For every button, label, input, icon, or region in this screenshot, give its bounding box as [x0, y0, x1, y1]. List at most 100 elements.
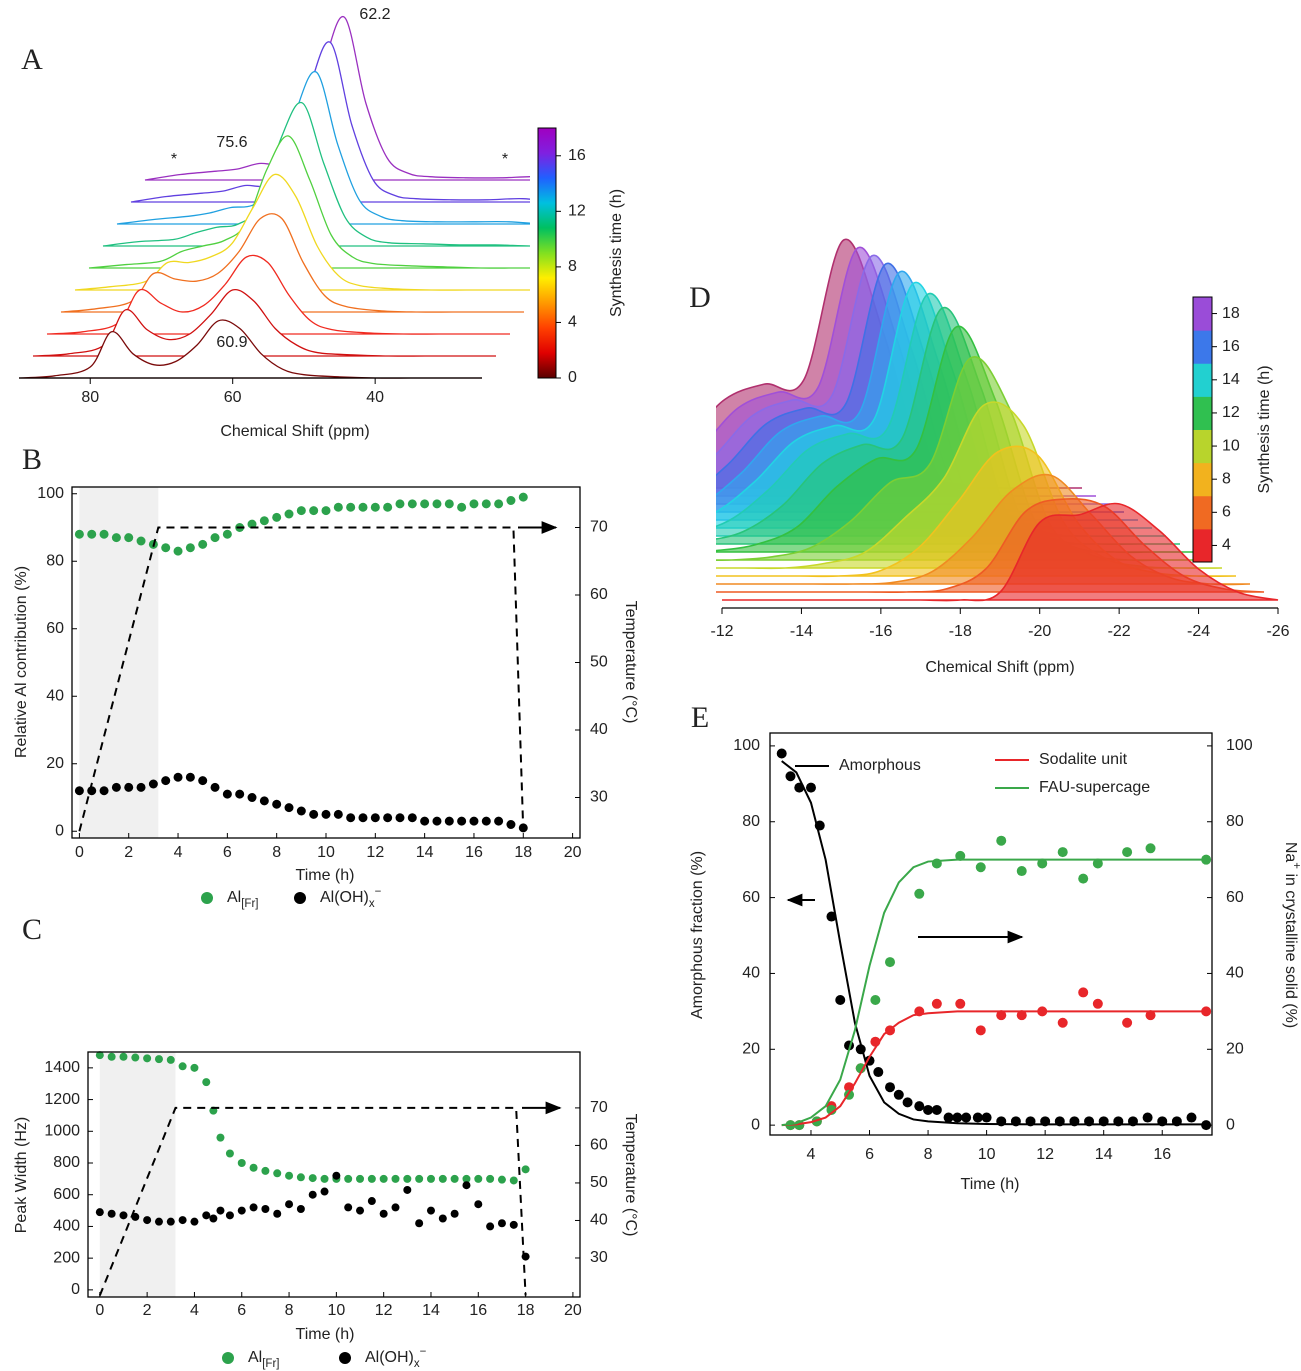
point — [415, 1219, 424, 1228]
point — [1057, 1017, 1068, 1028]
point — [216, 1133, 225, 1142]
point — [855, 1063, 866, 1074]
point — [259, 796, 269, 806]
point — [1092, 858, 1103, 869]
colorbar-band — [1193, 363, 1212, 397]
point — [185, 772, 195, 782]
y2-tick-label: 40 — [1226, 965, 1244, 982]
point — [367, 1174, 376, 1183]
x-tick-label: 12 — [366, 844, 384, 861]
point — [358, 502, 368, 512]
point — [497, 1219, 506, 1228]
colorbar-tick-label: 12 — [568, 203, 586, 220]
y2-tick-label: 70 — [590, 519, 608, 536]
x-tick-label: 60 — [224, 389, 242, 406]
point — [333, 809, 343, 819]
legend-label: Sodalite unit — [1039, 751, 1128, 768]
point — [379, 1209, 388, 1218]
point — [107, 1209, 116, 1218]
legend-label-part: − — [375, 886, 382, 898]
x-tick-label: 8 — [272, 844, 281, 861]
y2-axis-label: Temperature (°C) — [622, 1114, 639, 1237]
point — [95, 1208, 104, 1217]
x-tick-label: 4 — [190, 1302, 199, 1319]
point — [225, 1211, 234, 1220]
point — [481, 816, 491, 826]
point — [249, 1163, 258, 1172]
x-tick-label: 14 — [416, 844, 434, 861]
point — [308, 1190, 317, 1199]
point — [972, 1112, 983, 1123]
y2-axis-label-part: Temperature (°C) — [622, 601, 639, 724]
point — [111, 782, 121, 792]
point — [426, 1206, 435, 1215]
shaded-region — [79, 487, 159, 838]
annotation: * — [171, 151, 177, 168]
y-tick-label: 100 — [37, 485, 64, 502]
point — [136, 536, 146, 546]
point — [1078, 873, 1089, 884]
y2-axis-label: Na+ in crystalline solid (%) — [1282, 842, 1301, 1028]
point — [259, 516, 269, 526]
point — [198, 539, 208, 549]
point — [996, 835, 1007, 846]
point — [426, 1174, 435, 1183]
x-tick-label: 16 — [465, 844, 483, 861]
x-axis-label: Chemical Shift (ppm) — [925, 659, 1074, 676]
x-tick-label: -14 — [790, 623, 813, 640]
point — [826, 911, 837, 922]
point — [284, 803, 294, 813]
point — [198, 776, 208, 786]
point — [178, 1216, 187, 1225]
point — [154, 1055, 163, 1064]
shaded-region — [99, 1052, 176, 1297]
y-tick-label: 80 — [46, 552, 64, 569]
y2-tick-label: 20 — [1226, 1041, 1244, 1058]
x-tick-label: 10 — [317, 844, 335, 861]
legend-label-part: Al — [248, 1349, 262, 1366]
point — [506, 820, 516, 829]
point — [119, 1052, 128, 1061]
point — [210, 782, 220, 792]
point — [166, 1055, 175, 1064]
point — [173, 772, 183, 782]
point — [222, 529, 232, 539]
point — [902, 1097, 913, 1108]
y-tick-label: 1200 — [44, 1091, 80, 1108]
point — [95, 1051, 104, 1060]
point — [272, 512, 282, 522]
legend-label-part: Amorphous — [839, 757, 921, 774]
point — [975, 1025, 986, 1036]
point — [235, 789, 245, 799]
point — [506, 496, 516, 505]
y2-tick-label: 0 — [1226, 1116, 1235, 1133]
point — [309, 809, 319, 819]
point — [432, 816, 442, 826]
spectrum — [116, 71, 530, 225]
point — [247, 793, 257, 802]
point — [996, 1010, 1007, 1021]
spectrum — [32, 288, 496, 357]
x-tick-label: 8 — [924, 1146, 933, 1163]
point — [356, 1174, 365, 1183]
point — [261, 1204, 270, 1213]
colorbar-tick-label: 12 — [1222, 404, 1240, 421]
y-tick-label: 0 — [71, 1281, 80, 1298]
point — [285, 1171, 294, 1180]
point — [474, 1174, 483, 1183]
point — [321, 506, 331, 516]
point — [931, 998, 942, 1009]
point — [1145, 843, 1156, 854]
x-tick-label: 12 — [375, 1302, 393, 1319]
point — [873, 1067, 884, 1078]
point — [237, 1206, 246, 1215]
point — [190, 1063, 199, 1072]
point — [358, 813, 368, 823]
point — [914, 1101, 925, 1112]
colorbar-band — [1193, 330, 1212, 364]
point — [379, 1174, 388, 1183]
point — [124, 533, 134, 543]
point — [136, 782, 146, 792]
point — [415, 1174, 424, 1183]
